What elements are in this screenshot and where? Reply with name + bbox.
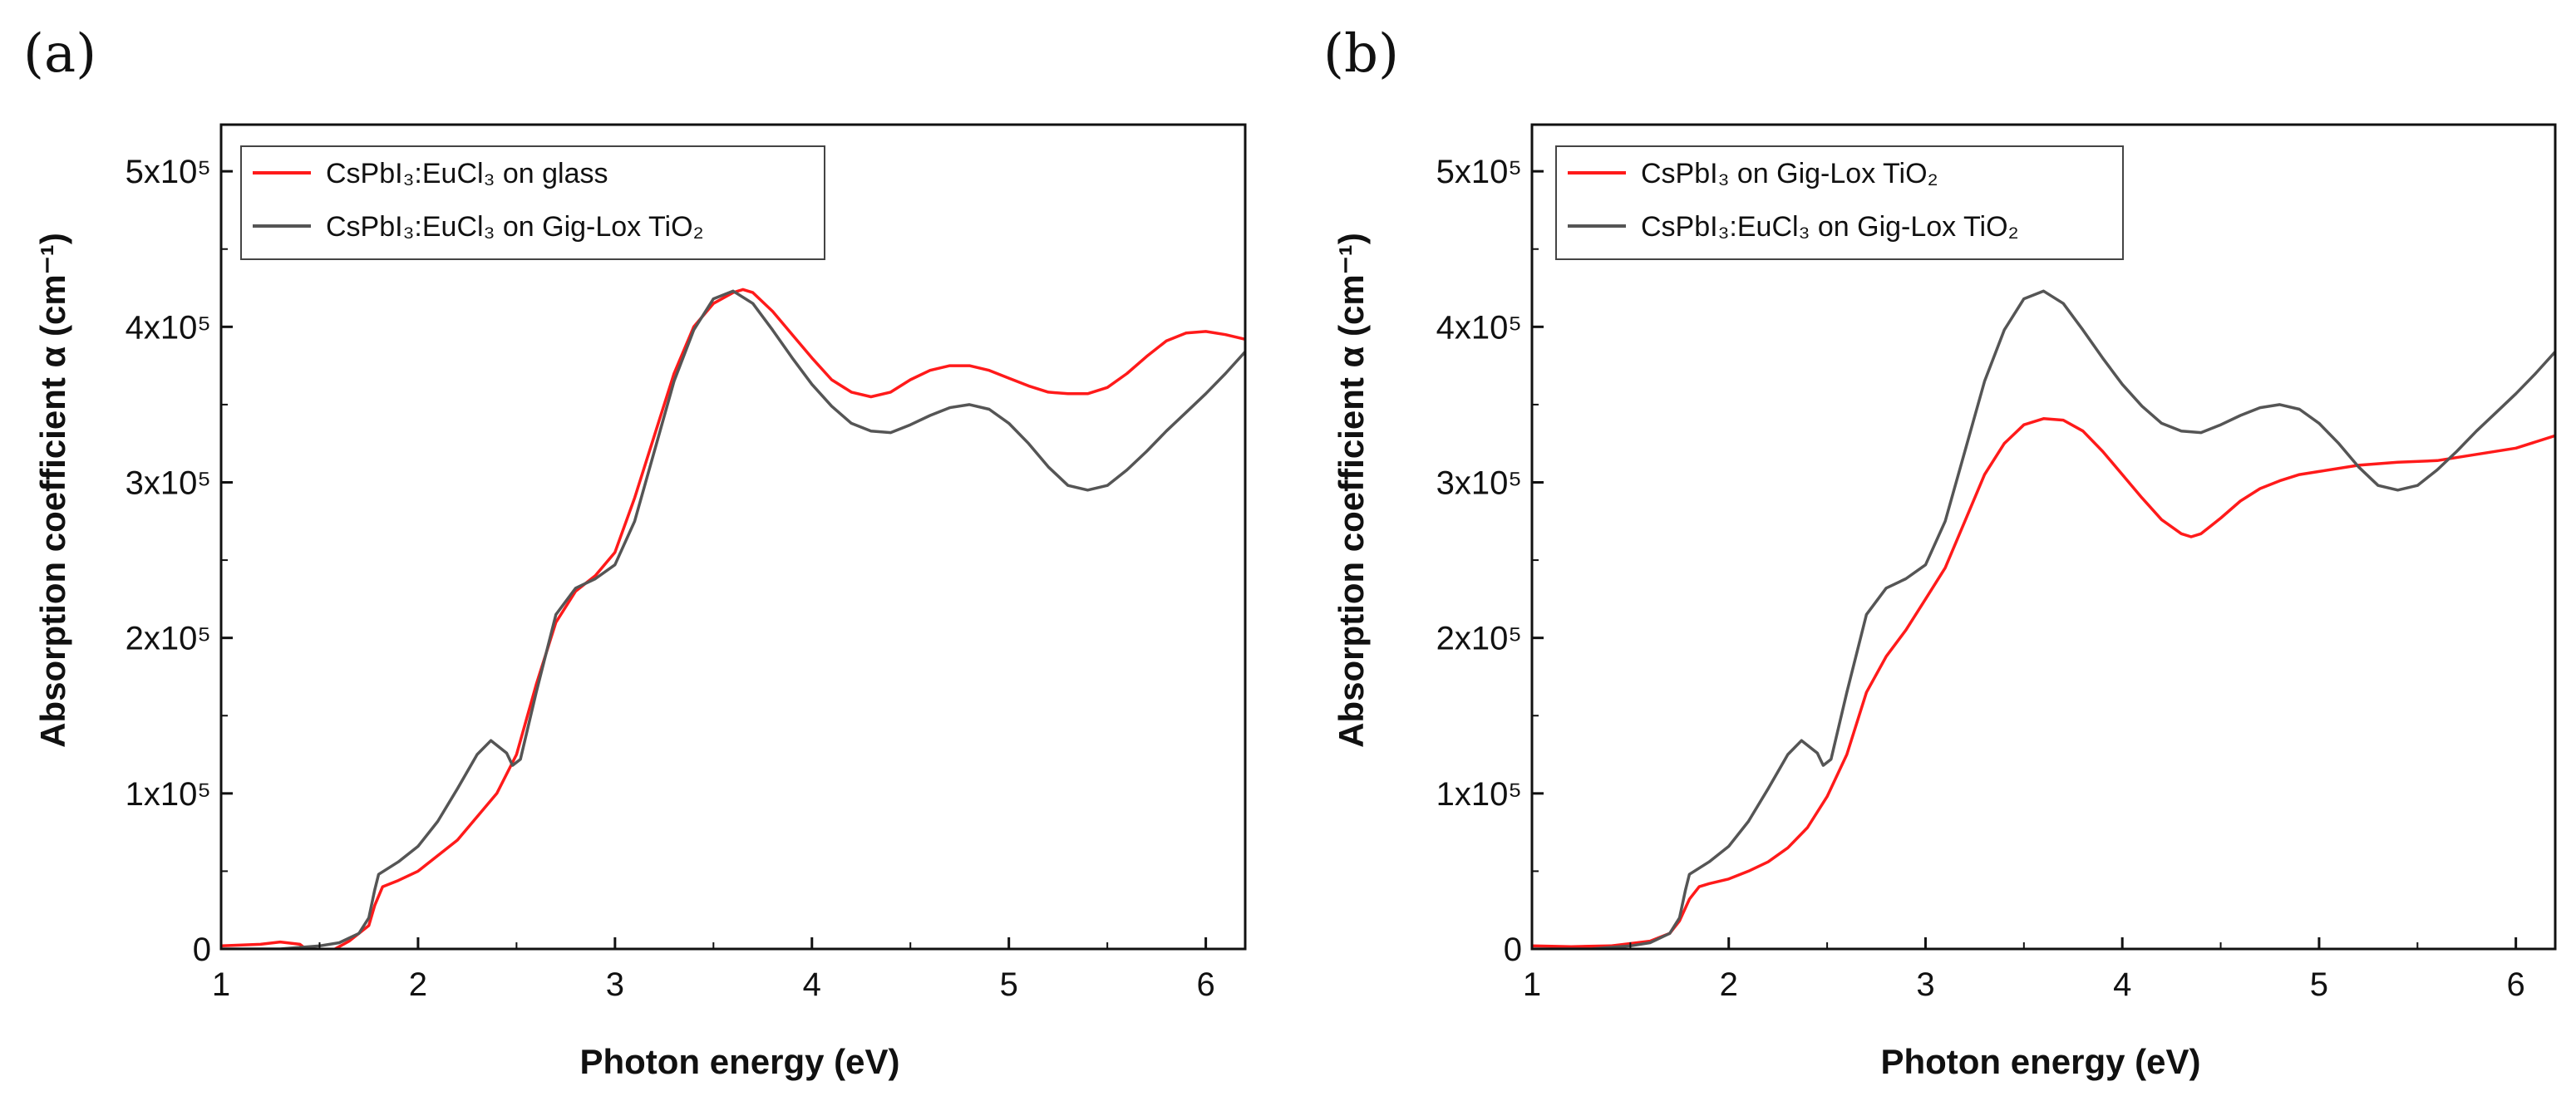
x-tick-label: 2 (1720, 966, 1738, 1003)
y-tick-label: 5x10⁵ (1436, 154, 1522, 190)
y-tick-label: 3x10⁵ (126, 465, 211, 501)
axes-frame (219, 123, 1247, 951)
x-tick-label: 4 (2113, 966, 2131, 1003)
x-tick-label: 6 (1196, 966, 1214, 1003)
y-tick-label: 2x10⁵ (1436, 621, 1522, 657)
x-tick-label: 1 (212, 966, 230, 1003)
x-tick-label: 5 (1000, 966, 1018, 1003)
y-tick-label: 4x10⁵ (1436, 309, 1522, 346)
x-tick-label: 2 (409, 966, 427, 1003)
y-tick-label: 1x10⁵ (126, 776, 211, 813)
legend: CsPbI₃ on Gig-Lox TiO₂ CsPbI₃:EuCl₃ on G… (1555, 145, 2124, 260)
legend: CsPbI₃:EuCl₃ on glass CsPbI₃:EuCl₃ on Gi… (240, 145, 825, 260)
plot-area: 1 2 3 4 5 6 0 1x10⁵ 2x10⁵ 3x10⁵ 4x10⁵ 5x10⁵ (1436, 123, 2557, 1003)
legend-entry-series-1: CsPbI₃ on Gig-Lox TiO₂ (1641, 158, 1938, 189)
y-tick-label: 2x10⁵ (126, 621, 211, 657)
legend-box (1555, 145, 2124, 260)
legend-entry-series-2: CsPbI₃:EuCl₃ on Gig-Lox TiO₂ (326, 211, 704, 243)
series-line-2 (1532, 289, 2555, 949)
panel-label: (b) (1323, 23, 1399, 85)
panel-a: (a) Absorption coefficient α (cm⁻¹) Phot… (23, 23, 1247, 1081)
y-axis-title: Absorption coefficient α (cm⁻¹) (33, 233, 72, 748)
y-tick-label: 5x10⁵ (126, 154, 211, 190)
x-tick-label: 4 (803, 966, 821, 1003)
x-tick-label: 1 (1523, 966, 1541, 1003)
plot-area: 1 2 3 4 5 6 0 1x10⁵ 2x10⁵ 3x10⁵ 4x10⁵ 5x10⁵ (126, 123, 1247, 1003)
x-axis-title: Photon energy (eV) (579, 1042, 899, 1081)
legend-entry-series-1: CsPbI₃:EuCl₃ on glass (326, 158, 608, 189)
x-tick-label: 3 (1916, 966, 1934, 1003)
panel-label: (a) (23, 23, 96, 85)
x-tick-label: 5 (2310, 966, 2328, 1003)
y-axis-title: Absorption coefficient α (cm⁻¹) (1332, 233, 1371, 748)
series-line-1 (1532, 417, 2555, 948)
panel-b: (b) Absorption coefficient α (cm⁻¹) Phot… (1323, 23, 2557, 1081)
x-axis-title: Photon energy (eV) (1880, 1042, 2200, 1081)
y-tick-label: 3x10⁵ (1436, 465, 1522, 501)
x-tick-label: 6 (2507, 966, 2525, 1003)
series-line-1 (221, 288, 1245, 949)
x-tick-label: 3 (606, 966, 624, 1003)
legend-box (240, 145, 825, 260)
y-tick-label: 0 (1504, 931, 1522, 968)
y-tick-label: 4x10⁵ (126, 309, 211, 346)
y-tick-label: 1x10⁵ (1436, 776, 1522, 813)
legend-entry-series-2: CsPbI₃:EuCl₃ on Gig-Lox TiO₂ (1641, 211, 2019, 243)
series-line-2 (221, 289, 1245, 949)
y-tick-label: 0 (193, 931, 211, 968)
axes-frame (1530, 123, 2557, 951)
